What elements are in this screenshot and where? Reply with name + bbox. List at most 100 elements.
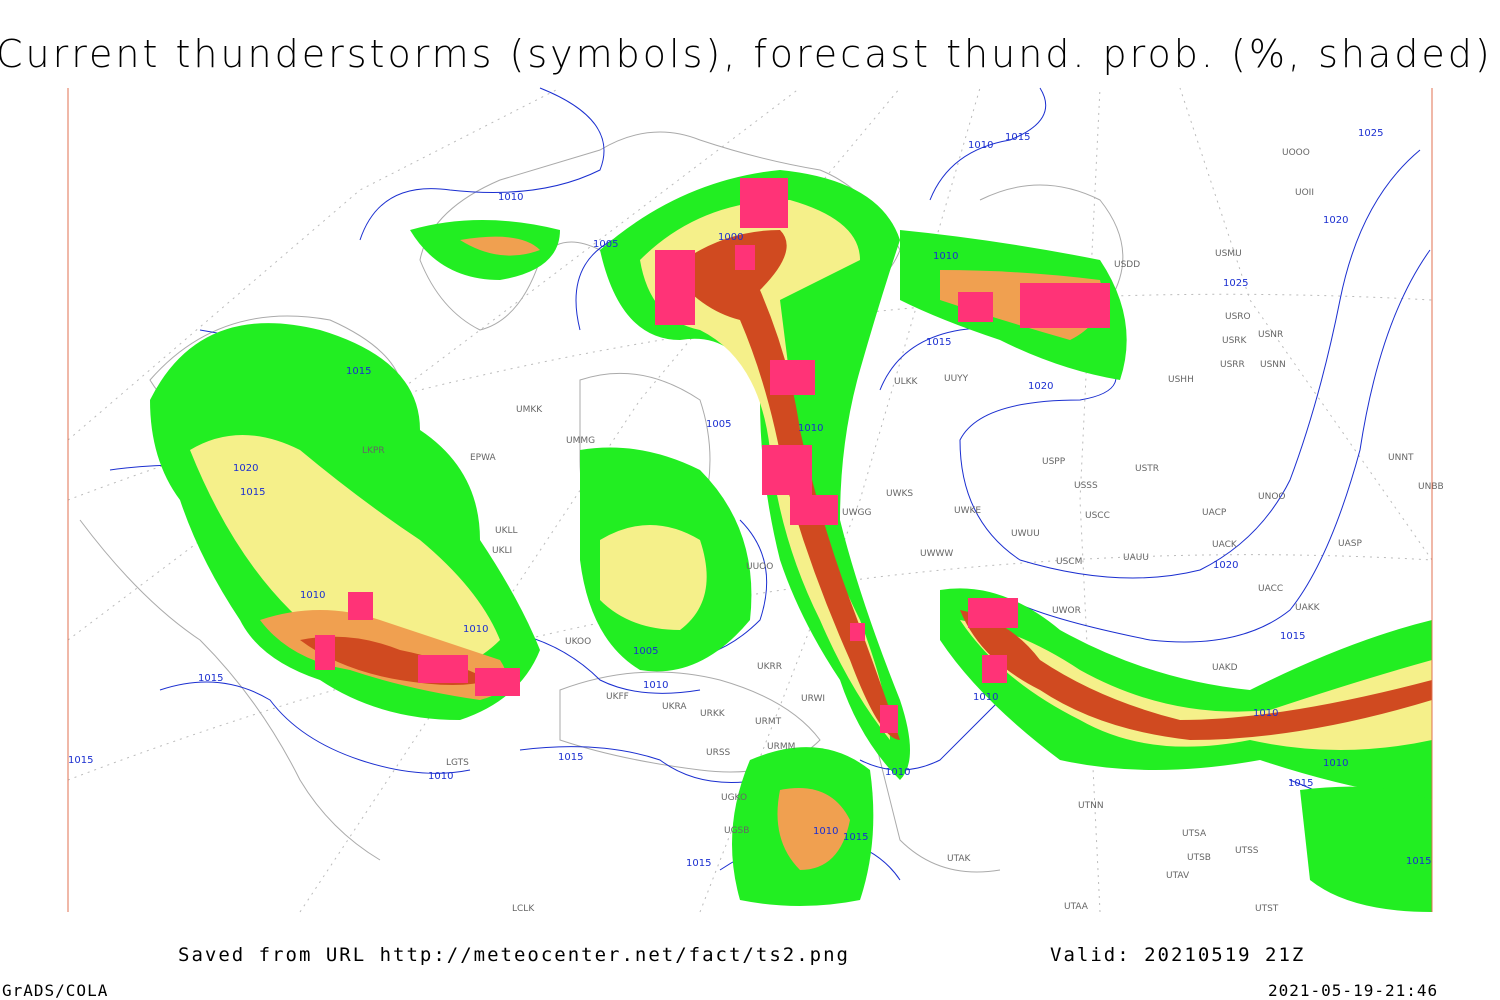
map-edge: [67, 88, 1433, 912]
station-label: UOII: [1295, 188, 1314, 198]
station-label: UWKE: [954, 506, 981, 516]
station-label: USMU: [1215, 249, 1242, 259]
station-labels: UOOO UOII USMU USRO USRK USNR USRR USNN USHH USDD…: [362, 148, 1444, 914]
isobar-label: 1015: [686, 858, 711, 869]
isobar-label: 1015: [1280, 631, 1305, 642]
station-label: USRR: [1220, 360, 1245, 370]
station-label: UUOO: [746, 562, 773, 572]
station-label: UUYY: [944, 374, 969, 384]
station-label: UTSA: [1182, 829, 1207, 839]
station-label: UAKD: [1212, 663, 1238, 673]
station-label: UWWW: [920, 549, 953, 559]
station-label: UKOO: [565, 637, 591, 647]
isobar-label: 1020: [233, 463, 258, 474]
isobar-label: 1005: [593, 239, 618, 250]
station-label: UWGG: [842, 508, 871, 518]
isobar-label: 1015: [926, 337, 951, 348]
station-label: URWI: [801, 694, 825, 704]
station-label: UTNN: [1078, 801, 1104, 811]
station-label: LKPR: [362, 446, 385, 456]
source-url: Saved from URL http://meteocenter.net/fa…: [178, 944, 850, 966]
valid-time: Valid: 20210519 21Z: [1050, 944, 1305, 966]
isobar-label: 1015: [198, 673, 223, 684]
station-label: UACP: [1202, 508, 1227, 518]
isobar-label: 1025: [1223, 278, 1248, 289]
isobar-label: 1015: [558, 752, 583, 763]
isobar-label: 1010: [300, 590, 325, 601]
storm-symbols: [315, 178, 1110, 733]
station-label: UWUU: [1011, 529, 1040, 539]
isobar-label: 1015: [240, 487, 265, 498]
isobar-label: 1010: [798, 423, 823, 434]
station-label: UKLL: [495, 526, 518, 536]
station-label: UMKK: [516, 405, 543, 415]
station-label: UKFF: [606, 692, 629, 702]
station-label: UACC: [1258, 584, 1283, 594]
station-label: URSS: [706, 748, 731, 758]
station-label: UAKK: [1295, 603, 1321, 613]
isobar-label: 1015: [843, 832, 868, 843]
station-label: USCM: [1056, 557, 1082, 567]
station-label: USHH: [1168, 375, 1194, 385]
isobar-label: 1015: [1288, 778, 1313, 789]
station-label: UTAK: [947, 854, 972, 864]
station-label: URMT: [755, 717, 782, 727]
station-label: UKRR: [757, 662, 782, 672]
station-label: USDD: [1114, 260, 1140, 270]
station-label: UNNT: [1388, 453, 1414, 463]
station-label: UTST: [1255, 904, 1279, 914]
station-label: UASP: [1338, 539, 1362, 549]
station-label: UWKS: [886, 489, 913, 499]
station-label: USNN: [1260, 360, 1286, 370]
station-label: UTAV: [1166, 871, 1190, 881]
station-label: USSS: [1074, 481, 1098, 491]
isobar-label: 1010: [813, 826, 838, 837]
station-label: USPP: [1042, 457, 1066, 467]
isobar-label: 1020: [1028, 381, 1053, 392]
station-label: ULKK: [894, 377, 919, 387]
isobar-label: 1010: [643, 680, 668, 691]
isobar-label: 1010: [428, 771, 453, 782]
timestamp: 2021-05-19-21:46: [1268, 981, 1438, 1000]
station-label: UTSB: [1187, 853, 1211, 863]
station-label: URKK: [700, 709, 726, 719]
station-label: UKLI: [492, 546, 512, 556]
software: GrADS/COLA: [2, 981, 108, 1000]
station-label: UGSB: [724, 826, 749, 836]
station-label: UNBB: [1418, 482, 1444, 492]
map-area: 1015 1010 1025 1010 1000 1005 1010 1025 1020 1015…: [67, 87, 1444, 914]
isobar-label: 1010: [1323, 758, 1348, 769]
station-label: USTR: [1135, 464, 1159, 474]
station-label: UMMG: [566, 436, 595, 446]
isobar-label: 1015: [1005, 132, 1030, 143]
station-label: LGTS: [446, 758, 469, 768]
station-label: UAUU: [1123, 553, 1149, 563]
isobar-label: 1015: [68, 755, 93, 766]
isobar-label: 1010: [498, 192, 523, 203]
station-label: UNOO: [1258, 492, 1286, 502]
station-label: USCC: [1085, 511, 1110, 521]
isobar-label: 1020: [1213, 560, 1238, 571]
isobar-label: 1010: [1253, 708, 1278, 719]
isobar-label: 1010: [463, 624, 488, 635]
isobar-labels: 1015 1010 1025 1010 1000 1005 1010 1025 1020 1015…: [68, 128, 1431, 869]
station-label: USRO: [1225, 312, 1251, 322]
isobar-label: 1015: [346, 366, 371, 377]
isobar-label: 1025: [1358, 128, 1383, 139]
station-label: EPWA: [470, 453, 497, 463]
station-label: UWOR: [1052, 606, 1081, 616]
station-label: UACK: [1212, 540, 1238, 550]
station-label: UTSS: [1235, 846, 1259, 856]
isobar-label: 1005: [633, 646, 658, 657]
title: Current thunderstorms (symbols), forecas…: [0, 32, 1493, 76]
station-label: LCLK: [512, 904, 535, 914]
station-label: USNR: [1258, 330, 1283, 340]
station-label: UGKO: [721, 793, 747, 803]
isobar-label: 1005: [706, 419, 731, 430]
isobar-label: 1000: [718, 232, 743, 243]
isobar-label: 1010: [973, 692, 998, 703]
station-label: USRK: [1222, 336, 1248, 346]
isobar-label: 1010: [968, 140, 993, 151]
station-label: URMM: [767, 742, 795, 752]
